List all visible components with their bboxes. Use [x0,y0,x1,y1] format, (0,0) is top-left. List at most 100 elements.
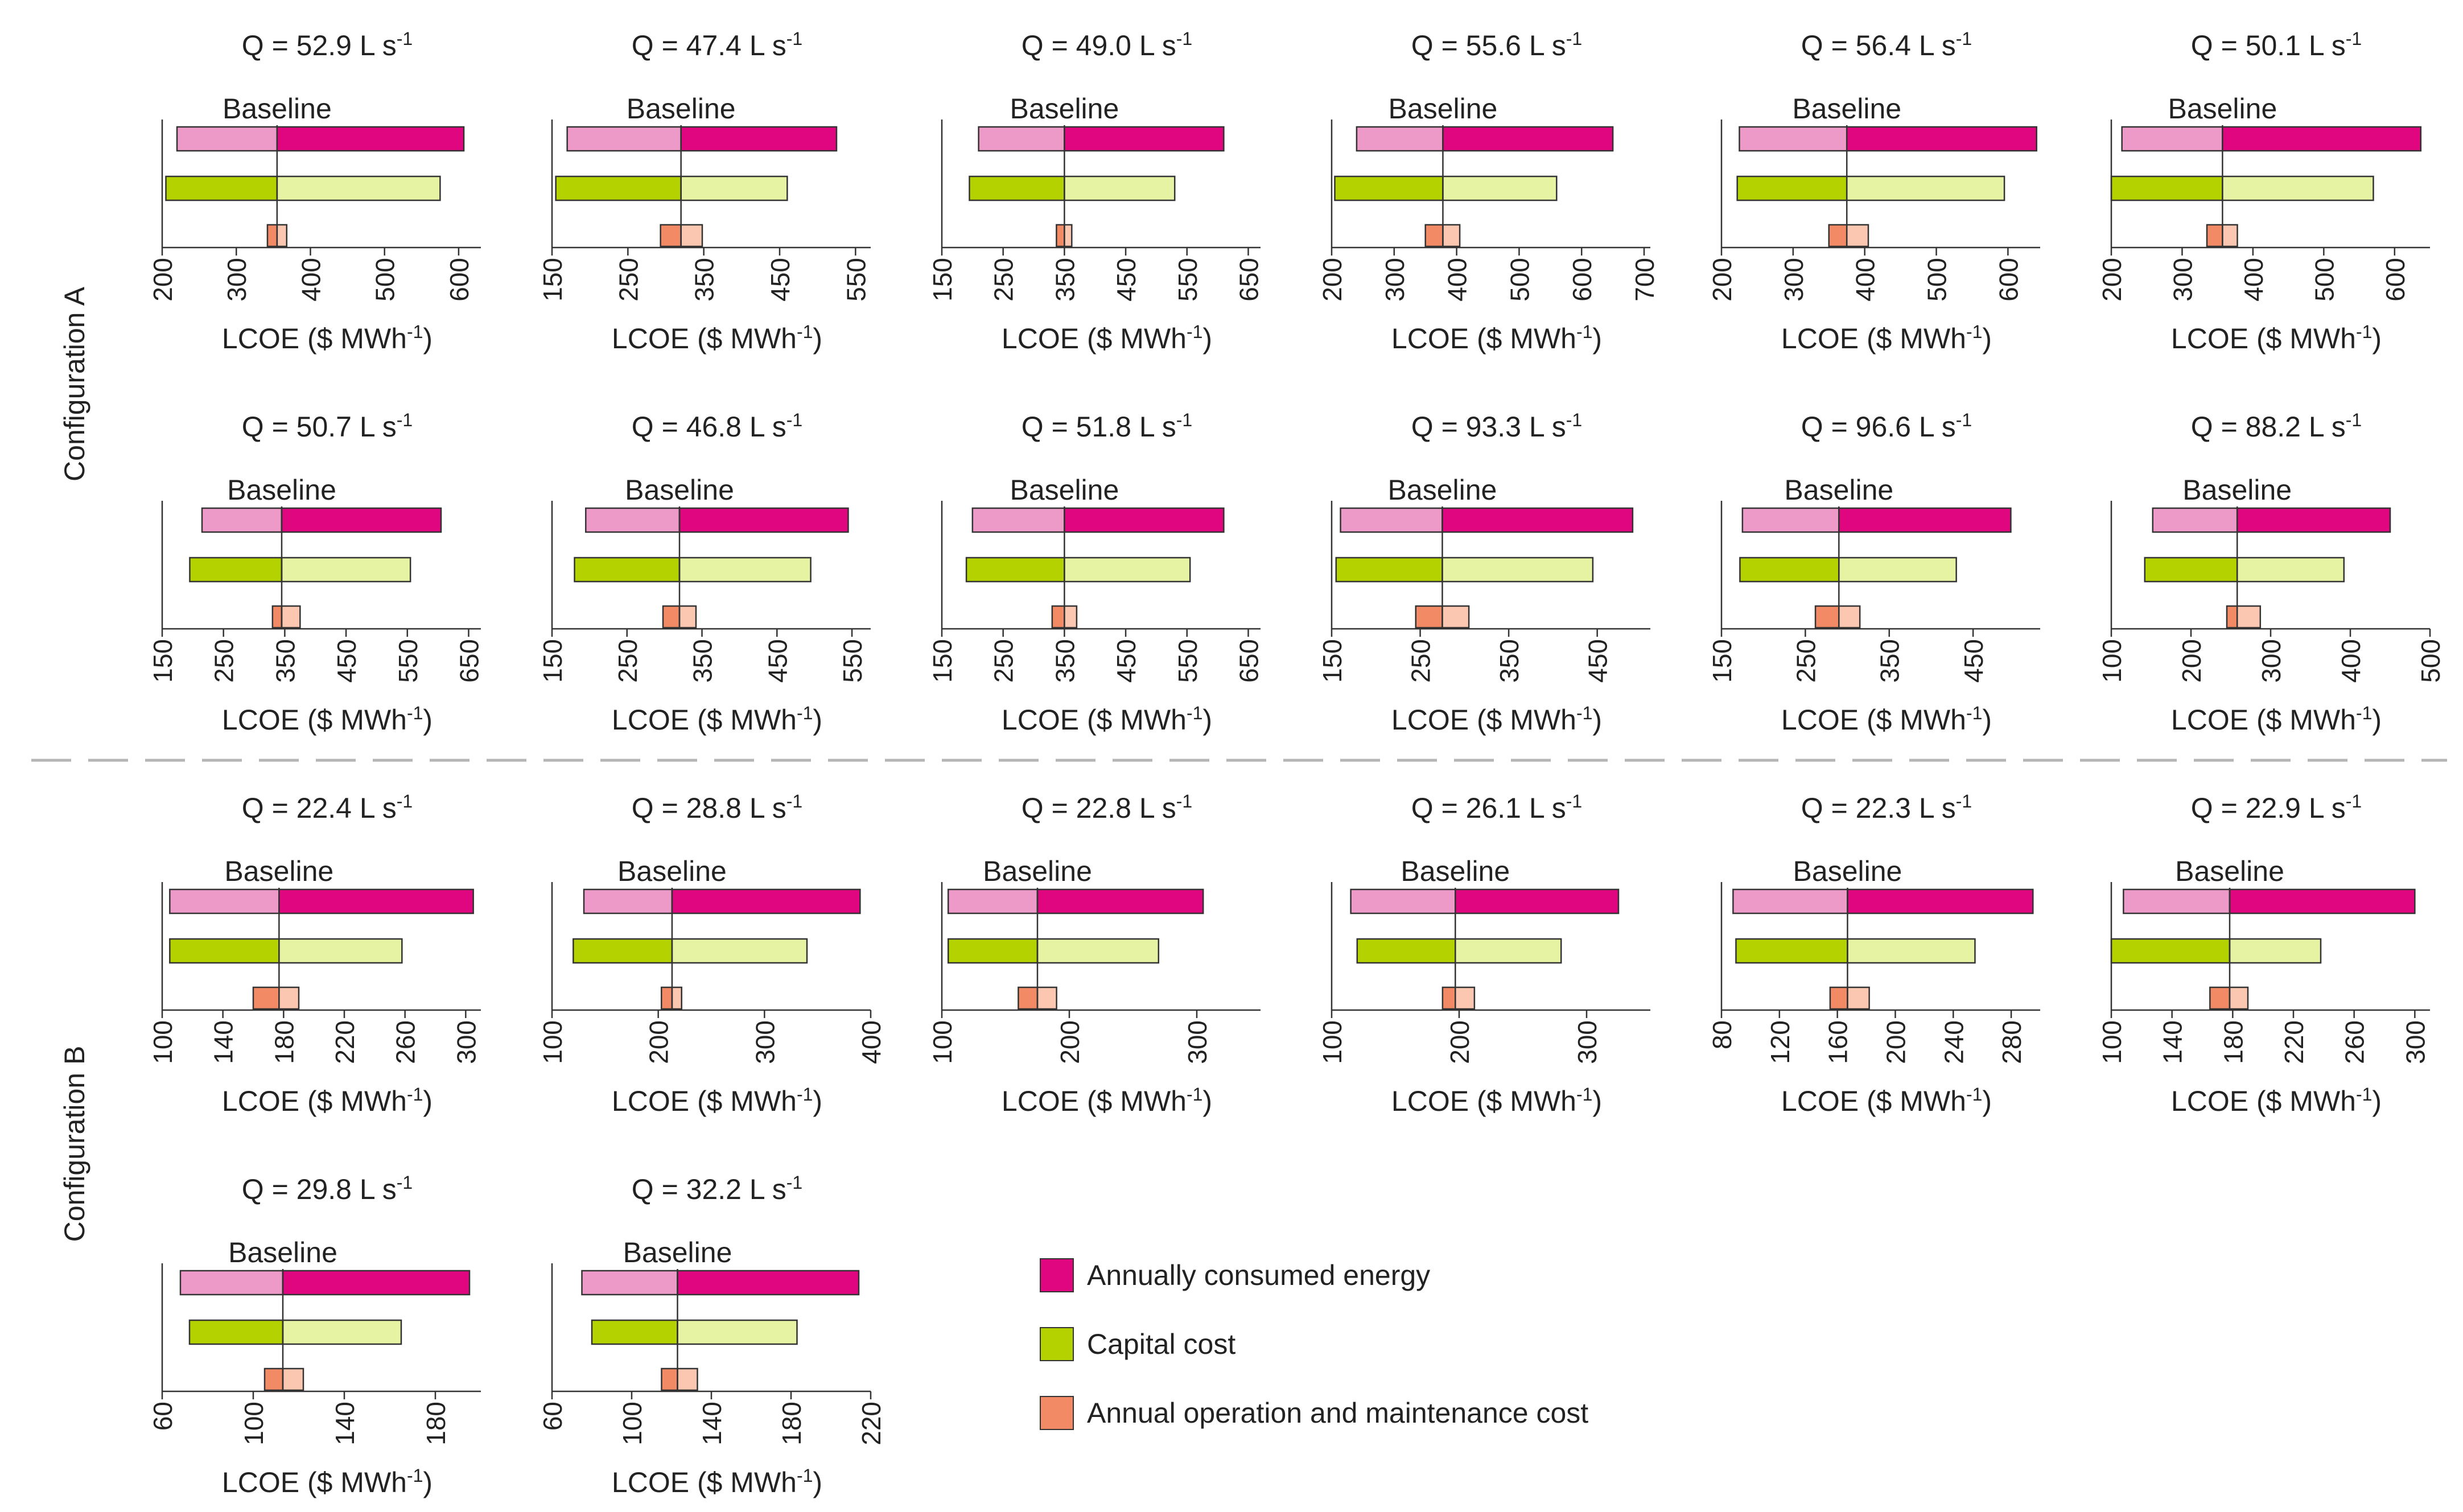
panel-title-superscript: -1 [786,28,802,49]
capital-bar-high [1847,938,1976,964]
x-axis-label-main: LCOE ($ MWh [1002,323,1187,355]
panel-title-superscript: -1 [1566,410,1582,430]
capital-bar-high [1442,175,1558,201]
x-tick-label: 300 [750,1020,780,1064]
x-axis-label-end: ) [1592,704,1602,736]
energy-bar-high [678,507,849,533]
x-tick-label: 500 [370,258,400,302]
x-axis-label-end: ) [1202,323,1212,355]
capital-bar-low [188,1319,284,1345]
x-tick-label: 60 [148,1402,178,1431]
energy-bar-high [680,126,838,152]
om-bar-low [1424,224,1444,248]
x-tick-label: 100 [928,1020,957,1064]
om-bar-low [2209,986,2231,1010]
x-tick-label: 150 [538,258,567,302]
x-tick-label: 100 [2097,639,2127,683]
capital-bar-low [1334,175,1444,201]
capital-bar-low [1736,175,1848,201]
baseline-label: Baseline [223,93,332,125]
baseline-label: Baseline [1784,474,1893,506]
panel-title-main: Q = 49.0 L s [1022,30,1176,61]
panel-title-superscript: -1 [1566,28,1582,49]
om-bar-low [252,986,280,1010]
om-bar-low [1441,986,1456,1010]
x-tick-label: 150 [928,639,957,683]
om-bar-high [1036,986,1057,1010]
x-axis-label: LCOE ($ MWh-1) [222,322,433,355]
energy-bar-low [947,888,1039,914]
x-tick-label: 350 [690,258,719,302]
capital-bar-low [1356,938,1456,964]
legend-item-om: Annual operation and maintenance cost [1040,1396,1588,1430]
x-axis-label-end: ) [2372,323,2382,355]
panel-title-superscript: -1 [1956,28,1972,49]
panel-title: Q = 47.4 L s-1 [632,28,802,61]
x-tick-label: 450 [1111,258,1141,302]
capital-bar-high [2236,557,2345,583]
section-label-config-b: Configuration B [59,1046,90,1242]
capital-bar-high [680,175,788,201]
x-tick-label: 200 [1445,1020,1474,1064]
x-tick-label: 650 [1234,639,1263,683]
capital-bar-low [169,938,280,964]
om-bar-high [1846,224,1869,248]
x-axis-label: LCOE ($ MWh-1) [1391,1084,1602,1117]
panel-title: Q = 56.4 L s-1 [1801,28,1972,61]
om-bar-low [2206,224,2223,248]
energy-bar-low [1356,126,1444,152]
x-tick-label: 280 [1997,1020,2027,1064]
panel-title: Q = 22.4 L s-1 [242,791,413,824]
om-bar-high [678,605,697,629]
om-bar-high [1064,224,1073,248]
capital-bar-high [282,1319,402,1345]
x-tick-label: 400 [2239,258,2268,302]
om-bar-high [677,1367,698,1391]
panel-title: Q = 22.9 L s-1 [2191,791,2362,824]
x-axis-label-end: ) [2372,704,2382,736]
x-tick-label: 350 [1875,639,1905,683]
energy-bar-low [581,1270,678,1296]
x-tick-label: 150 [1317,639,1347,683]
panel-title-main: Q = 55.6 L s [1411,30,1566,61]
x-axis-label-end: ) [1592,1085,1602,1117]
capital-bar-high [677,1319,798,1345]
x-tick-label: 100 [148,1020,178,1064]
x-axis-label-superscript: -1 [2356,1084,2372,1105]
panel-title-main: Q = 29.8 L s [242,1173,397,1205]
x-tick-label: 250 [209,639,239,683]
x-axis-label: LCOE ($ MWh-1) [1391,322,1602,355]
baseline-label: Baseline [2175,855,2284,887]
x-tick-label: 100 [1317,1020,1347,1064]
x-tick-label: 700 [1630,258,1659,302]
om-bar-low [1415,605,1443,629]
x-tick-label: 300 [2400,1020,2430,1064]
x-axis-label-end: ) [423,1466,433,1498]
panel-title-superscript: -1 [1176,410,1192,430]
x-tick-label: 150 [148,639,178,683]
x-tick-label: 250 [989,639,1019,683]
x-axis-label-superscript: -1 [1187,703,1202,723]
energy-bar-high [677,1270,860,1296]
capital-bar-high [1441,557,1594,583]
om-bar-high [276,224,288,248]
panel-title: Q = 93.3 L s-1 [1411,410,1582,443]
x-tick-label: 550 [841,258,871,302]
x-axis-label: LCOE ($ MWh-1) [612,1084,822,1117]
capital-bar-high [678,557,812,583]
panel-title-superscript: -1 [1956,791,1972,811]
x-axis-label-superscript: -1 [797,1084,813,1105]
om-bar-low [1051,605,1065,629]
energy-bar-high [2236,507,2391,533]
x-axis-label-end: ) [813,704,822,736]
capital-bar-low [591,1319,678,1345]
panel-title-superscript: -1 [786,410,802,430]
panel-title-main: Q = 47.4 L s [632,30,786,61]
x-tick-label: 200 [644,1020,674,1064]
